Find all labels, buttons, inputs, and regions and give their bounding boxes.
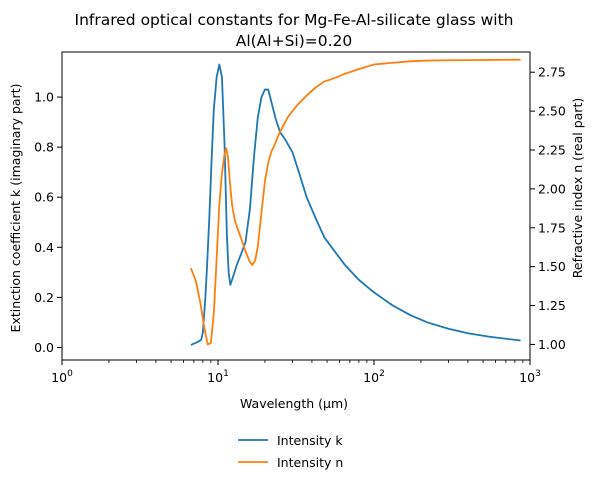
legend: Intensity k Intensity n — [238, 433, 343, 470]
x-tick-label: 101 — [207, 369, 229, 385]
legend-label-k: Intensity k — [277, 433, 343, 448]
y-right-tick-label: 1.50 — [538, 259, 566, 274]
x-tick-label: 102 — [363, 369, 385, 385]
y-left-tick-label: 0.2 — [34, 290, 54, 305]
y-left-tick-label: 0.0 — [34, 340, 54, 355]
series-line-n — [190, 58, 521, 346]
y-right-tick-label: 2.50 — [538, 104, 566, 119]
y-axis-right-label: Refractive index n (real part) — [570, 98, 585, 278]
x-axis-label: Wavelength (μm) — [240, 396, 348, 411]
chart-title-line-1: Infrared optical constants for Mg-Fe-Al-… — [75, 11, 514, 29]
y-left-tick-label: 0.6 — [34, 190, 54, 205]
y-right-tick-label: 2.25 — [538, 143, 566, 158]
y-right-tick-label: 2.00 — [538, 181, 566, 196]
y-left-tick-label: 0.4 — [34, 240, 54, 255]
axes-layer: 100 101 102 103 0.0 0.2 0.4 0.6 0.8 1.0 1.00 1.25 1.… — [34, 51, 566, 385]
plot-frame — [61, 51, 531, 361]
x-tick-label: 100 — [51, 369, 73, 385]
series-line-k — [190, 63, 521, 346]
y-left-tick-label: 1.0 — [34, 90, 54, 105]
x-tick-label: 103 — [519, 369, 541, 385]
y-right-tick-label: 1.00 — [538, 337, 566, 352]
y-right-tick-label: 1.25 — [538, 298, 566, 313]
y-axis-left-label: Extinction coefficient k (imaginary part… — [8, 84, 23, 333]
series-layer — [190, 58, 521, 346]
y-left-tick-label: 0.8 — [34, 140, 54, 155]
chart-title-line-2: Al(Al+Si)=0.20 — [236, 32, 353, 50]
y-right-tick-label: 2.75 — [538, 65, 566, 80]
y-right-tick-label: 1.75 — [538, 220, 566, 235]
legend-label-n: Intensity n — [277, 455, 343, 470]
